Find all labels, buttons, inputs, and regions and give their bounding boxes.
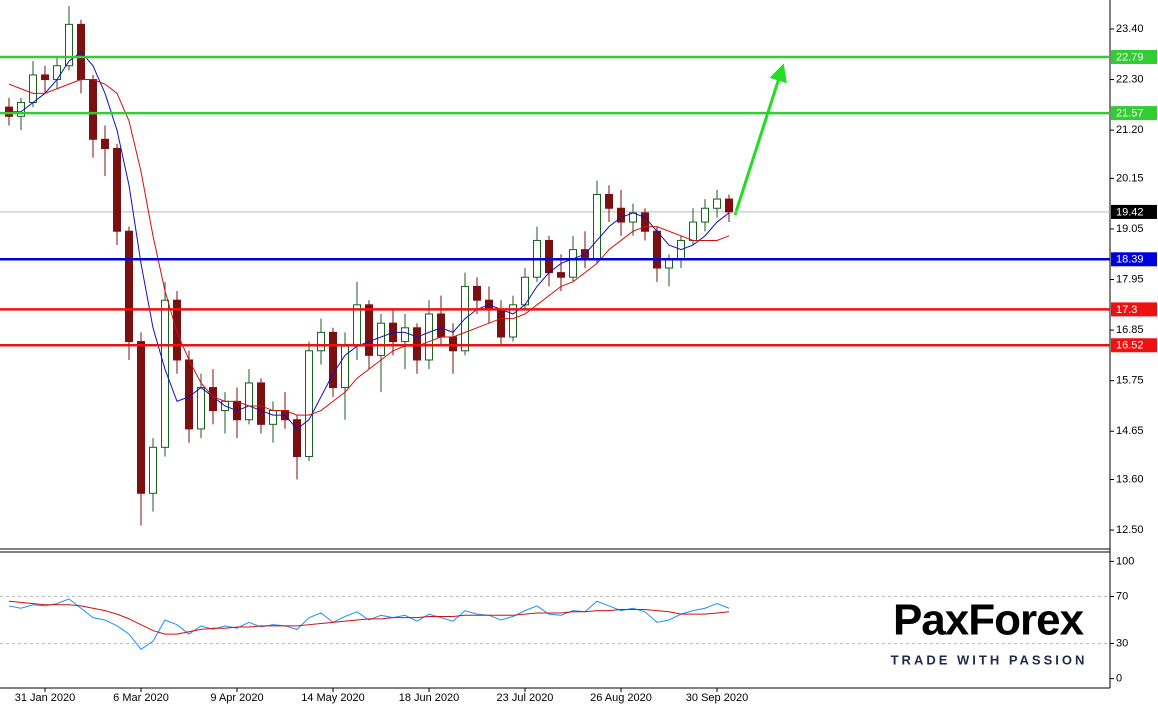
candle-body (509, 304, 517, 338)
candle-body (449, 336, 457, 352)
last-price-tag (1111, 204, 1157, 219)
level-tag (1111, 106, 1157, 121)
y-tick-label: 21.20 (1116, 124, 1144, 136)
moving-average (8, 79, 730, 416)
candle-body (65, 23, 73, 67)
candle-body (437, 313, 445, 338)
y-tick-label: 0 (1116, 673, 1122, 685)
y-tick-label: 13.60 (1116, 473, 1144, 485)
level-tag (1111, 338, 1157, 353)
candle-body (41, 74, 49, 81)
y-tick-label: 15.75 (1116, 375, 1144, 387)
level-label: 16.52 (1116, 340, 1144, 352)
y-tick-label: 30 (1116, 637, 1128, 649)
level-label: 22.79 (1116, 51, 1144, 63)
candle-body (593, 193, 601, 260)
candle-body (701, 207, 709, 223)
candle-body (617, 207, 625, 223)
x-tick-label: 23 Jul 2020 (497, 692, 554, 704)
candle-body (497, 308, 505, 338)
candle-body (317, 331, 325, 352)
candle-body (245, 382, 253, 421)
x-tick-label: 9 Apr 2020 (210, 692, 263, 704)
forecast-arrow (733, 63, 787, 216)
last-price-label: 19.42 (1116, 206, 1144, 218)
candle-body (569, 249, 577, 278)
candle-body (413, 327, 421, 361)
candle-body (149, 446, 157, 494)
candle-body (89, 79, 97, 140)
candle-body (689, 221, 697, 241)
candle-body (545, 239, 553, 274)
candle-body (269, 410, 277, 425)
candle-body (125, 230, 133, 343)
x-tick-label: 18 Jun 2020 (399, 692, 460, 704)
candle-body (341, 345, 349, 389)
y-tick-label: 19.05 (1116, 223, 1144, 235)
y-tick-label: 12.50 (1116, 524, 1144, 536)
moving-average (8, 600, 730, 635)
candle-body (605, 193, 613, 209)
candle-body (293, 419, 301, 458)
x-tick-label: 14 May 2020 (301, 692, 365, 704)
candle-body (425, 313, 433, 361)
candle-body (53, 65, 61, 81)
y-tick-label: 16.85 (1116, 324, 1144, 336)
candle-body (377, 322, 385, 356)
candle-body (473, 285, 481, 301)
candle-body (713, 198, 721, 209)
y-tick-label: 22.30 (1116, 73, 1144, 85)
candle-body (161, 299, 169, 448)
level-tag (1111, 302, 1157, 317)
candle-body (557, 272, 565, 278)
candle-body (257, 382, 265, 425)
candle-body (365, 304, 373, 356)
y-tick-label: 14.65 (1116, 425, 1144, 437)
candle-body (305, 350, 313, 458)
logo-tagline: TRADE WITH PASSION (891, 652, 1088, 667)
level-label: 18.39 (1116, 254, 1144, 266)
x-tick-label: 31 Jan 2020 (15, 692, 76, 704)
y-tick-label: 70 (1116, 590, 1128, 602)
y-tick-label: 100 (1116, 555, 1134, 567)
candle-body (101, 138, 109, 149)
level-tag (1111, 252, 1157, 267)
candle-body (329, 331, 337, 389)
y-tick-label: 23.40 (1116, 23, 1144, 35)
level-tag (1111, 50, 1157, 65)
moving-average (8, 598, 730, 650)
x-tick-label: 30 Sep 2020 (686, 692, 748, 704)
candle-body (137, 341, 145, 494)
candle-body (653, 230, 661, 269)
y-tick-label: 20.15 (1116, 172, 1144, 184)
candle-body (353, 304, 361, 347)
x-tick-label: 26 Aug 2020 (590, 692, 652, 704)
candle-body (197, 387, 205, 430)
y-tick-label: 17.95 (1116, 273, 1144, 285)
level-label: 17.3 (1116, 304, 1137, 316)
candle-body (29, 74, 37, 104)
moving-average (9, 51, 730, 430)
candle-body (173, 299, 181, 361)
level-label: 21.57 (1116, 108, 1144, 120)
candle-body (401, 327, 409, 343)
logo-name: PaxForex (893, 596, 1085, 645)
candle-body (113, 147, 121, 232)
candle-body (641, 212, 649, 232)
x-tick-label: 6 Mar 2020 (113, 692, 169, 704)
candle-body (725, 198, 733, 213)
